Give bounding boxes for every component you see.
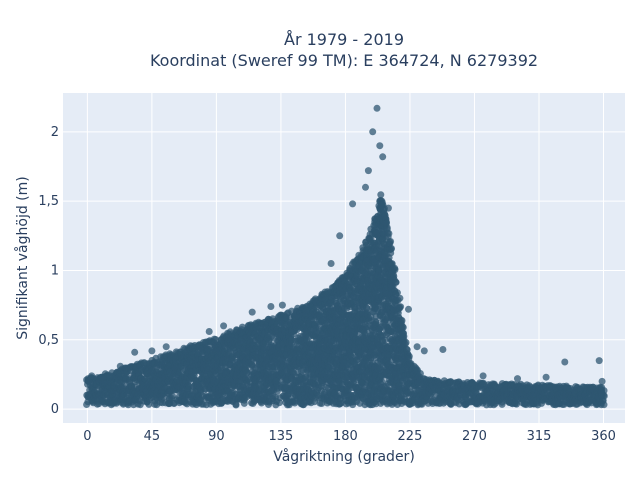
data-points	[83, 104, 608, 409]
data-point	[240, 399, 248, 407]
data-point	[400, 332, 408, 340]
data-point	[377, 191, 385, 199]
data-point	[398, 323, 406, 330]
data-point	[212, 336, 220, 343]
data-point	[385, 230, 393, 237]
data-point	[145, 400, 153, 408]
data-point	[276, 399, 283, 407]
data-point	[396, 304, 404, 312]
data-point	[383, 219, 390, 227]
data-point	[391, 264, 399, 272]
data-point	[392, 278, 400, 286]
data-point	[83, 401, 91, 408]
data-point	[397, 316, 405, 324]
data-point	[386, 238, 394, 246]
data-point	[388, 245, 395, 252]
data-point	[232, 401, 240, 409]
